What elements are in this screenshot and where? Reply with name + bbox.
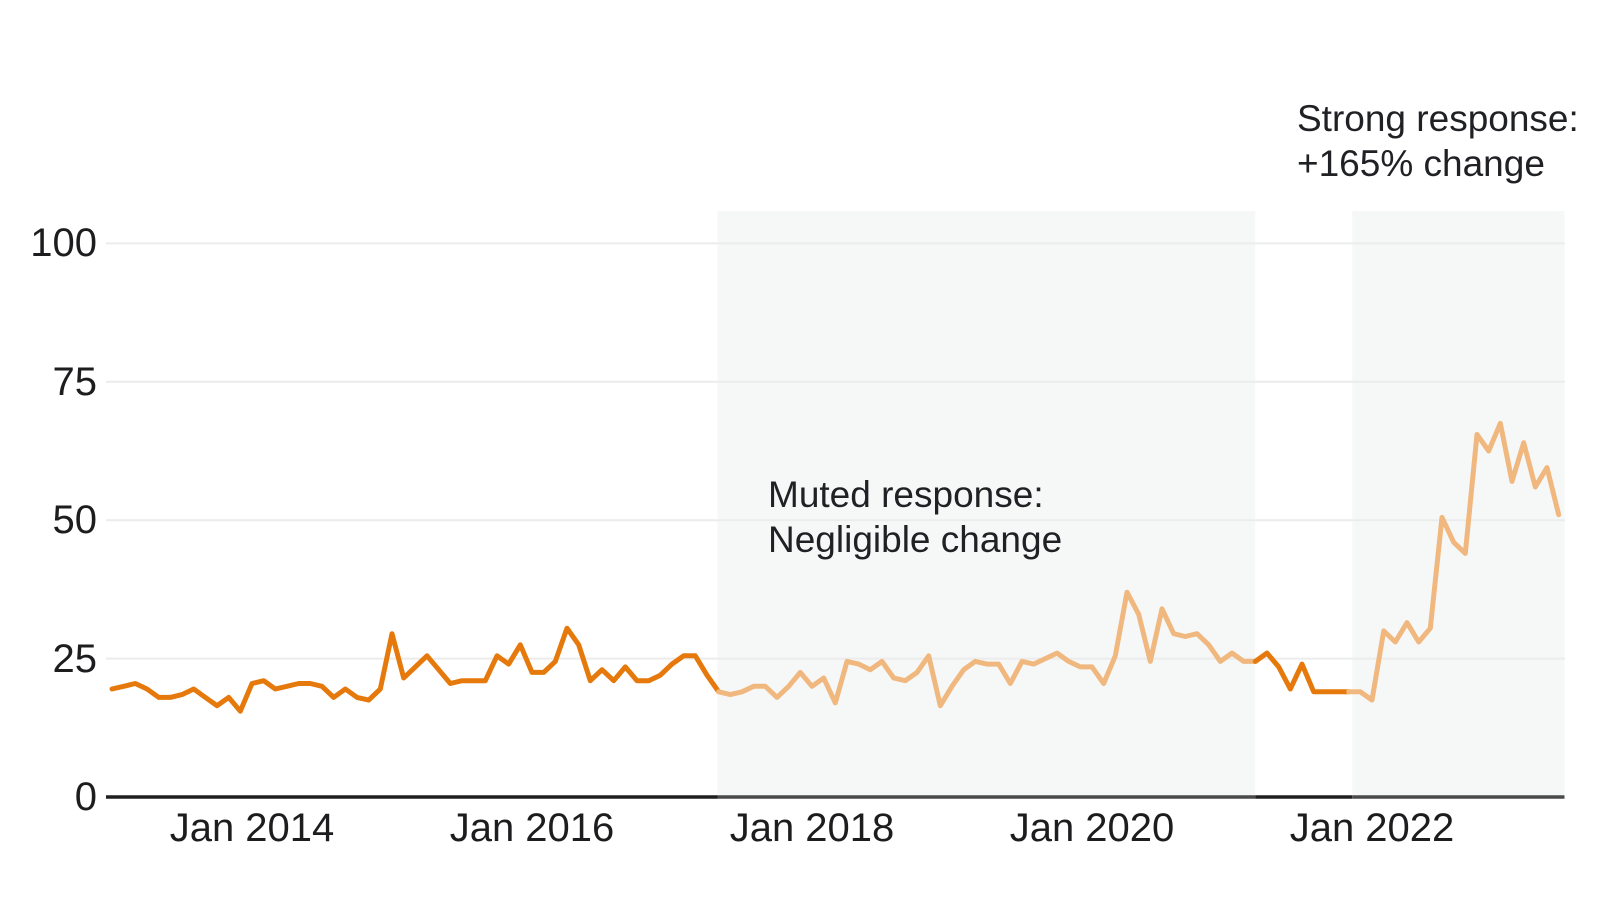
x-tick-label-jan-2020: Jan 2020 — [1009, 806, 1175, 850]
strong-response-annotation-line2: +165% change — [1297, 143, 1545, 184]
muted-response-annotation-line2: Negligible change — [768, 519, 1063, 560]
muted-response-band — [717, 211, 1256, 799]
series-line-strong — [109, 625, 722, 714]
y-tick-label-50: 50 — [52, 498, 98, 542]
strong-response-band — [1352, 211, 1565, 799]
x-tick-label-jan-2018: Jan 2018 — [729, 806, 895, 850]
muted-response-annotation-line1: Muted response: — [768, 474, 1044, 515]
y-tick-label-100: 100 — [30, 221, 97, 265]
y-tick-label-75: 75 — [52, 360, 98, 404]
series-line-muted — [1346, 420, 1562, 703]
x-tick-label-jan-2022: Jan 2022 — [1289, 806, 1455, 850]
series-line-muted — [716, 589, 1258, 709]
x-tick-label-jan-2016: Jan 2016 — [449, 806, 615, 850]
y-tick-label-25: 25 — [52, 637, 98, 681]
series-line-strong — [1252, 650, 1352, 695]
muted-response-annotation: Muted response: Negligible change — [768, 472, 1062, 562]
x-tick-label-jan-2014: Jan 2014 — [169, 806, 335, 850]
y-tick-label-0: 0 — [74, 775, 97, 819]
strong-response-annotation: Strong response: +165% change — [1297, 96, 1579, 186]
strong-response-annotation-line1: Strong response: — [1297, 98, 1579, 139]
